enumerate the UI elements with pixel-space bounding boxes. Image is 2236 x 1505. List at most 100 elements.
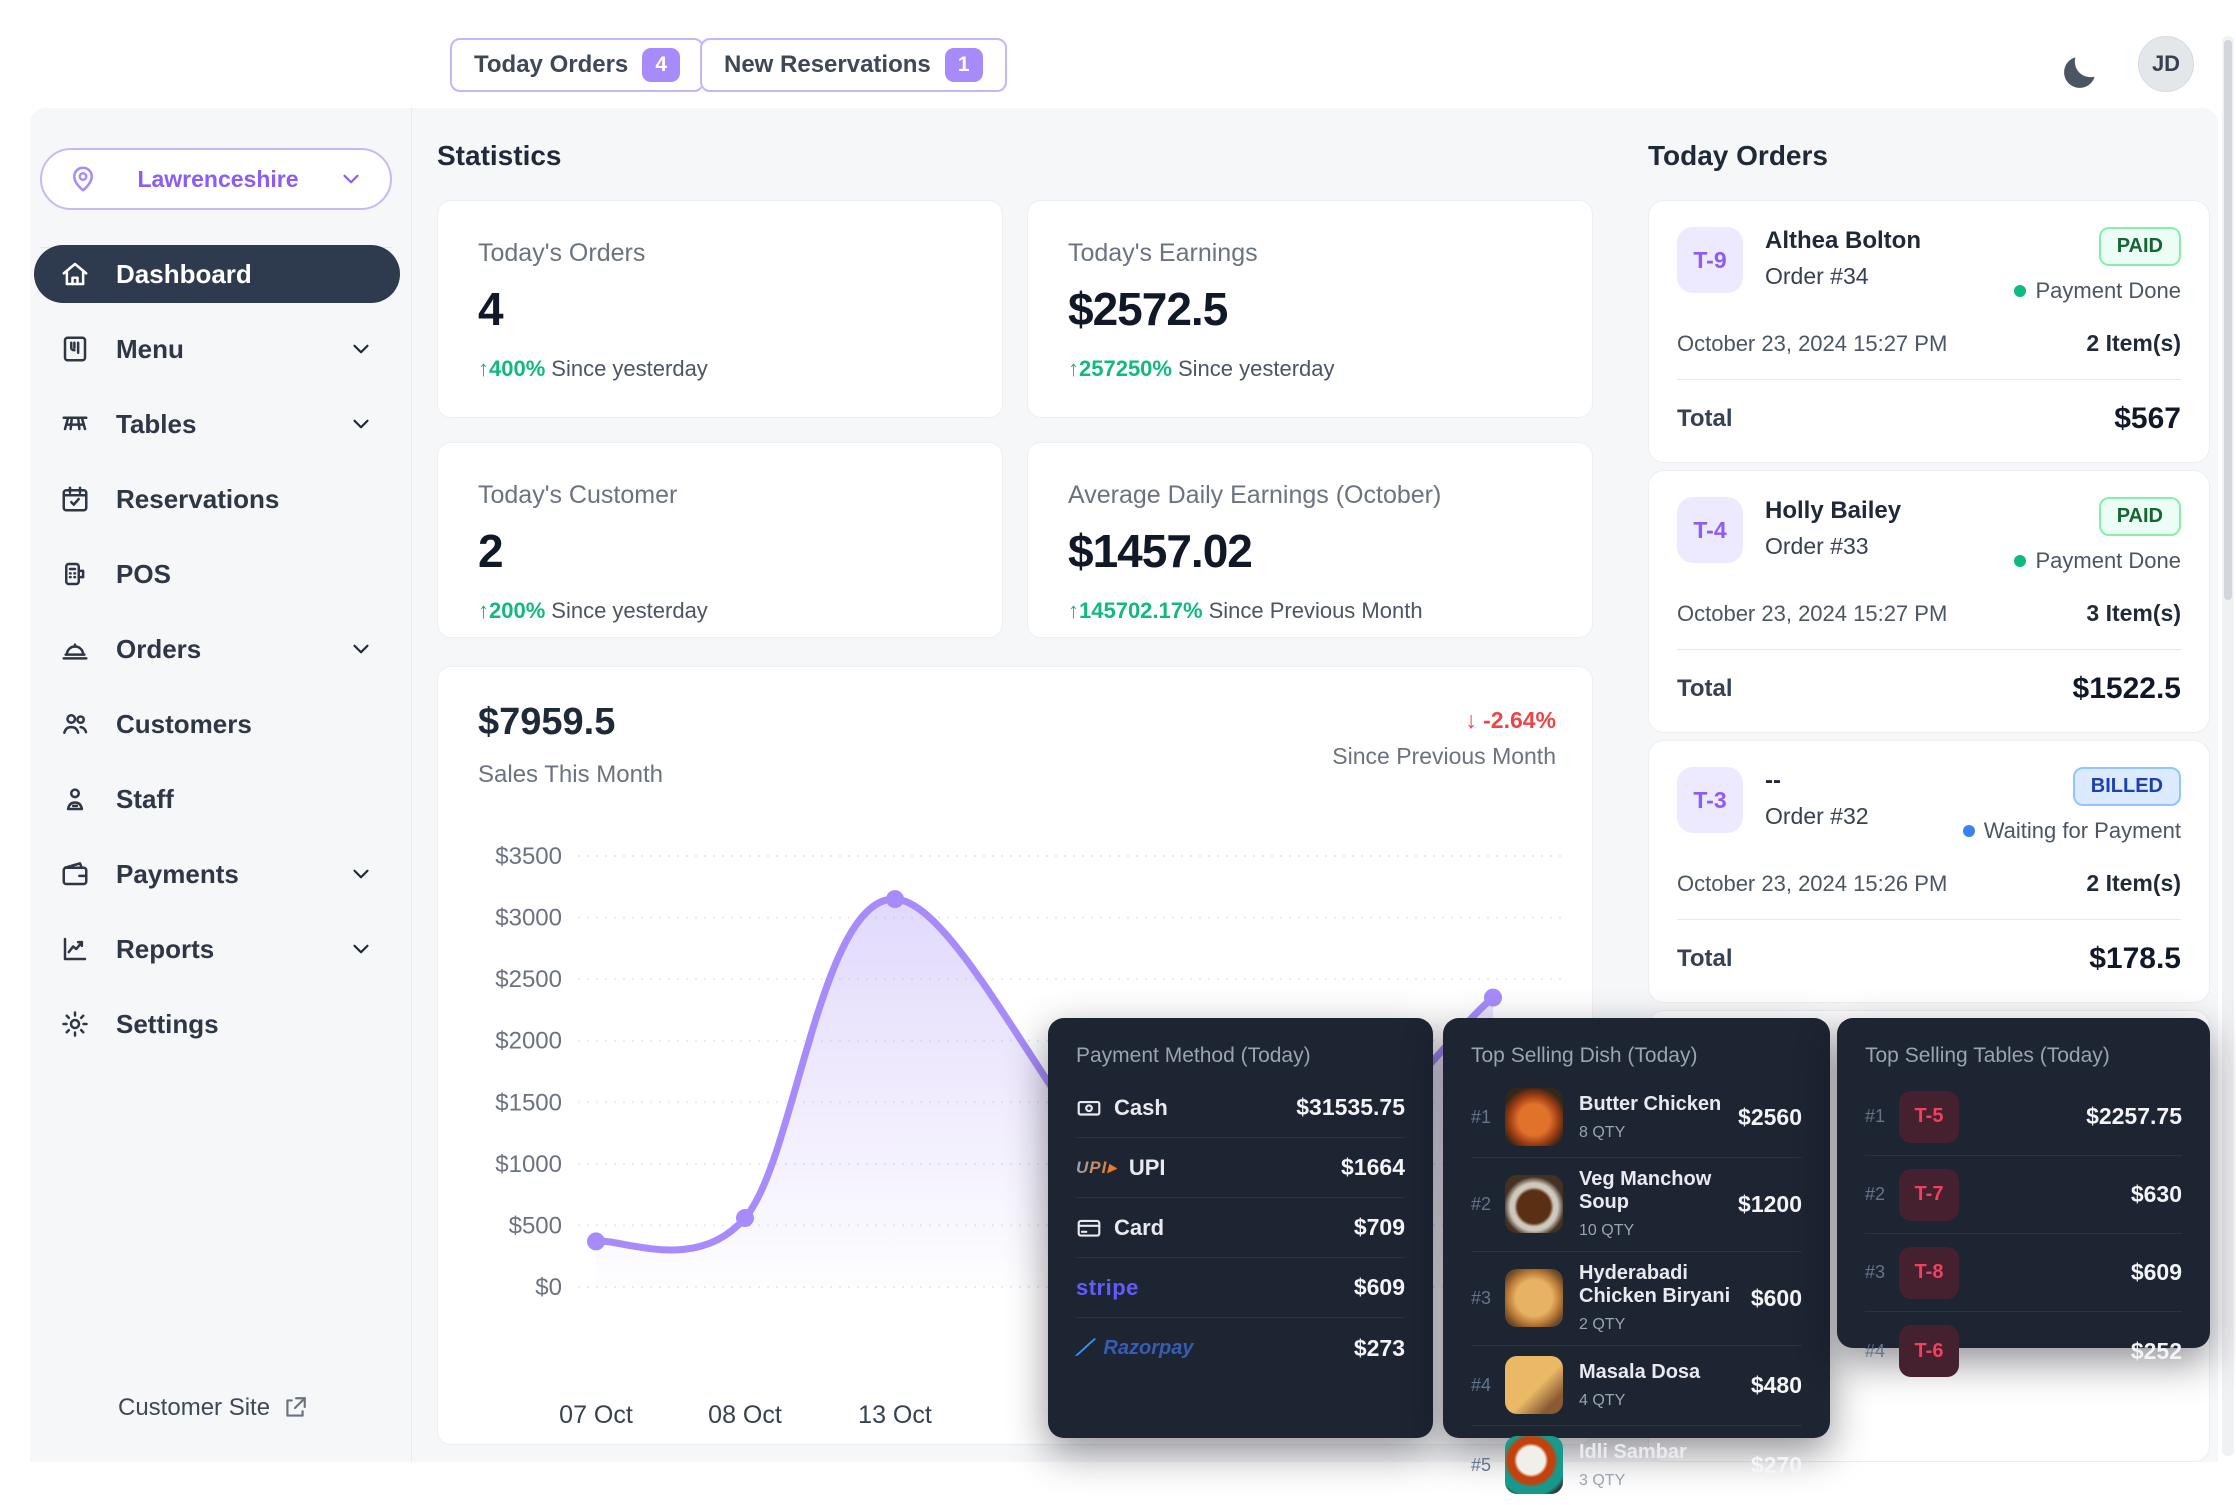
table-badge: T-7: [1899, 1168, 1959, 1221]
sidebar-item-tables[interactable]: Tables: [34, 395, 400, 453]
sidebar-item-menu[interactable]: Menu: [34, 320, 400, 378]
payment-status-note: Payment Done: [2014, 548, 2181, 574]
order-items-count: 3 Item(s): [2086, 600, 2181, 626]
up-arrow-delta: ↑400%: [478, 356, 546, 381]
up-arrow-delta: ↑145702.17%: [1068, 598, 1203, 623]
today-orders-button[interactable]: Today Orders 4: [450, 38, 705, 92]
location-selector[interactable]: Lawrenceshire: [40, 148, 392, 210]
today-orders-button-label: Today Orders: [474, 51, 629, 78]
customer-site-link[interactable]: Customer Site: [118, 1394, 308, 1422]
stat-card: Today's Earnings $2572.5 ↑257250% Since yes…: [1027, 200, 1593, 418]
table-amount: $252: [2130, 1337, 2182, 1364]
sidebar-item-label: Dashboard: [116, 258, 252, 289]
table-badge: T-8: [1899, 1246, 1959, 1299]
payment-method-name: Cash: [1114, 1094, 1168, 1120]
sales-data-point[interactable]: [587, 1232, 605, 1251]
sidebar-item-orders[interactable]: Orders: [34, 620, 400, 678]
sidebar-item-reservations[interactable]: Reservations: [34, 470, 400, 528]
x-axis-tick-label: 08 Oct: [708, 1401, 782, 1429]
order-meta-row: October 23, 2024 15:26 PM 2 Item(s): [1677, 870, 2181, 897]
dish-name: Hyderabadi Chicken Biryani: [1579, 1262, 1731, 1307]
top-table-row: #4 T-6 $252: [1865, 1312, 2182, 1390]
home-icon: [60, 259, 90, 289]
sales-data-point[interactable]: [1484, 988, 1502, 1007]
sidebar-item-label: Menu: [116, 333, 184, 364]
dish-qty: 2 QTY: [1579, 1316, 1626, 1333]
payment-method-amount: $1664: [1341, 1154, 1405, 1180]
sidebar-item-settings[interactable]: Settings: [34, 995, 400, 1053]
sidebar-item-label: Customers: [116, 708, 252, 739]
customer-name: Althea Bolton: [1765, 227, 1921, 254]
order-card[interactable]: T-4 Holly Bailey Order #33 PAID Payment Done…: [1648, 470, 2210, 733]
top-selling-tables-panel: Top Selling Tables (Today) #1 T-5 $2257.75…: [1837, 1018, 2210, 1377]
y-axis-tick-label: $1000: [495, 1151, 562, 1178]
stat-card-value: 4: [478, 283, 504, 335]
sidebar-item-label: Staff: [116, 783, 174, 814]
order-card[interactable]: T-3 -- Order #32 BILLED Waiting for Payment O…: [1648, 740, 2210, 1003]
table-amount: $2257.75: [2086, 1103, 2182, 1129]
payment-method-label: stripe: [1076, 1275, 1354, 1301]
stat-card-label: Today's Customer: [478, 481, 678, 509]
sidebar-item-label: Orders: [116, 633, 202, 664]
payment-status-text: Payment Done: [2035, 548, 2181, 573]
stat-card-delta-note: Since yesterday: [551, 356, 708, 381]
top-dish-row: #2 Veg Manchow Soup 10 QTY $1200: [1471, 1158, 1802, 1252]
sidebar-item-staff[interactable]: Staff: [34, 770, 400, 828]
y-axis-tick-label: $3500: [495, 843, 562, 870]
payment-method-name: Card: [1114, 1214, 1165, 1240]
dish-photo: [1505, 1088, 1563, 1146]
new-reservations-button[interactable]: New Reservations 1: [700, 38, 1007, 92]
dark-mode-moon-icon[interactable]: [2058, 50, 2102, 94]
dish-info: Hyderabadi Chicken Biryani 2 QTY: [1579, 1262, 1751, 1334]
table-rank: #3: [1865, 1262, 1886, 1282]
top-selling-tables-title: Top Selling Tables (Today): [1865, 1044, 2110, 1067]
user-avatar[interactable]: JD: [2138, 36, 2194, 92]
stat-card: Today's Orders 4 ↑400% Since yesterday: [437, 200, 1003, 418]
payment-status-note: Waiting for Payment: [1962, 818, 2181, 844]
table-icon: [60, 409, 90, 439]
sidebar-item-customers[interactable]: Customers: [34, 695, 400, 753]
order-card-divider: [1677, 379, 2181, 380]
dish-rank: #5: [1471, 1454, 1492, 1475]
dish-qty: 3 QTY: [1579, 1471, 1626, 1489]
payment-method-row: UPI▸ UPI $1664: [1076, 1138, 1405, 1198]
sidebar-item-pos[interactable]: POS: [34, 545, 400, 603]
sales-chart-card: $7959.5 Sales This Month ↓ -2.64% Since …: [437, 666, 1593, 1445]
dish-rank: #2: [1471, 1193, 1492, 1214]
order-items-count: 2 Item(s): [2086, 330, 2181, 356]
order-total-value: $1522.5: [2072, 672, 2181, 705]
order-status-block: BILLED Waiting for Payment: [1962, 767, 2181, 844]
scrollbar-thumb[interactable]: [2224, 40, 2232, 600]
chart-report-icon: [60, 934, 90, 964]
payment-method-name: UPI: [1128, 1154, 1166, 1180]
order-number: Order #32: [1765, 803, 1869, 829]
y-axis-tick-label: $1500: [495, 1089, 562, 1116]
sales-data-point[interactable]: [736, 1209, 754, 1228]
sidebar-item-dashboard[interactable]: Dashboard: [34, 245, 400, 303]
wallet-icon: [60, 859, 90, 889]
dish-rank: #1: [1471, 1106, 1492, 1127]
order-card[interactable]: T-9 Althea Bolton Order #34 PAID Payment Don…: [1648, 200, 2210, 463]
top-selling-tables-rows: #1 T-5 $2257.75 #2 T-7 $630 #3 T-8 $609 #4 T-6 $252: [1865, 1078, 2182, 1390]
order-total-row: Total $178.5: [1677, 942, 2181, 976]
order-datetime: October 23, 2024 15:27 PM: [1677, 330, 1948, 356]
sales-data-point[interactable]: [886, 890, 904, 909]
sales-line-chart: $0 $500 $1000 $1500 $2000 $2500 $3000 $3500 07 O…: [495, 843, 1566, 1429]
top-bar: Today Orders 4 New Reservations 1 JD: [0, 0, 2236, 108]
order-total-label: Total: [1677, 945, 1733, 972]
order-status-badge: PAID: [2098, 497, 2181, 536]
sidebar-item-reports[interactable]: Reports: [34, 920, 400, 978]
sidebar-item-label: Tables: [116, 408, 197, 439]
stat-card-delta-note: Since Previous Month: [1208, 598, 1423, 623]
dish-rank: #4: [1471, 1374, 1492, 1395]
dish-info: Veg Manchow Soup 10 QTY: [1579, 1168, 1738, 1240]
sidebar-item-label: Reports: [116, 933, 215, 964]
stat-card-label: Today's Earnings: [1068, 239, 1258, 267]
sidebar-item-payments[interactable]: Payments: [34, 845, 400, 903]
dish-info: Masala Dosa 4 QTY: [1579, 1361, 1751, 1410]
location-pin-icon: [68, 164, 98, 194]
customer-name: --: [1765, 767, 1781, 794]
order-card-divider: [1677, 919, 2181, 920]
table-rank: #1: [1865, 1106, 1886, 1126]
sidebar: Lawrenceshire Dashboard Menu Tables Reserva…: [30, 108, 412, 1462]
